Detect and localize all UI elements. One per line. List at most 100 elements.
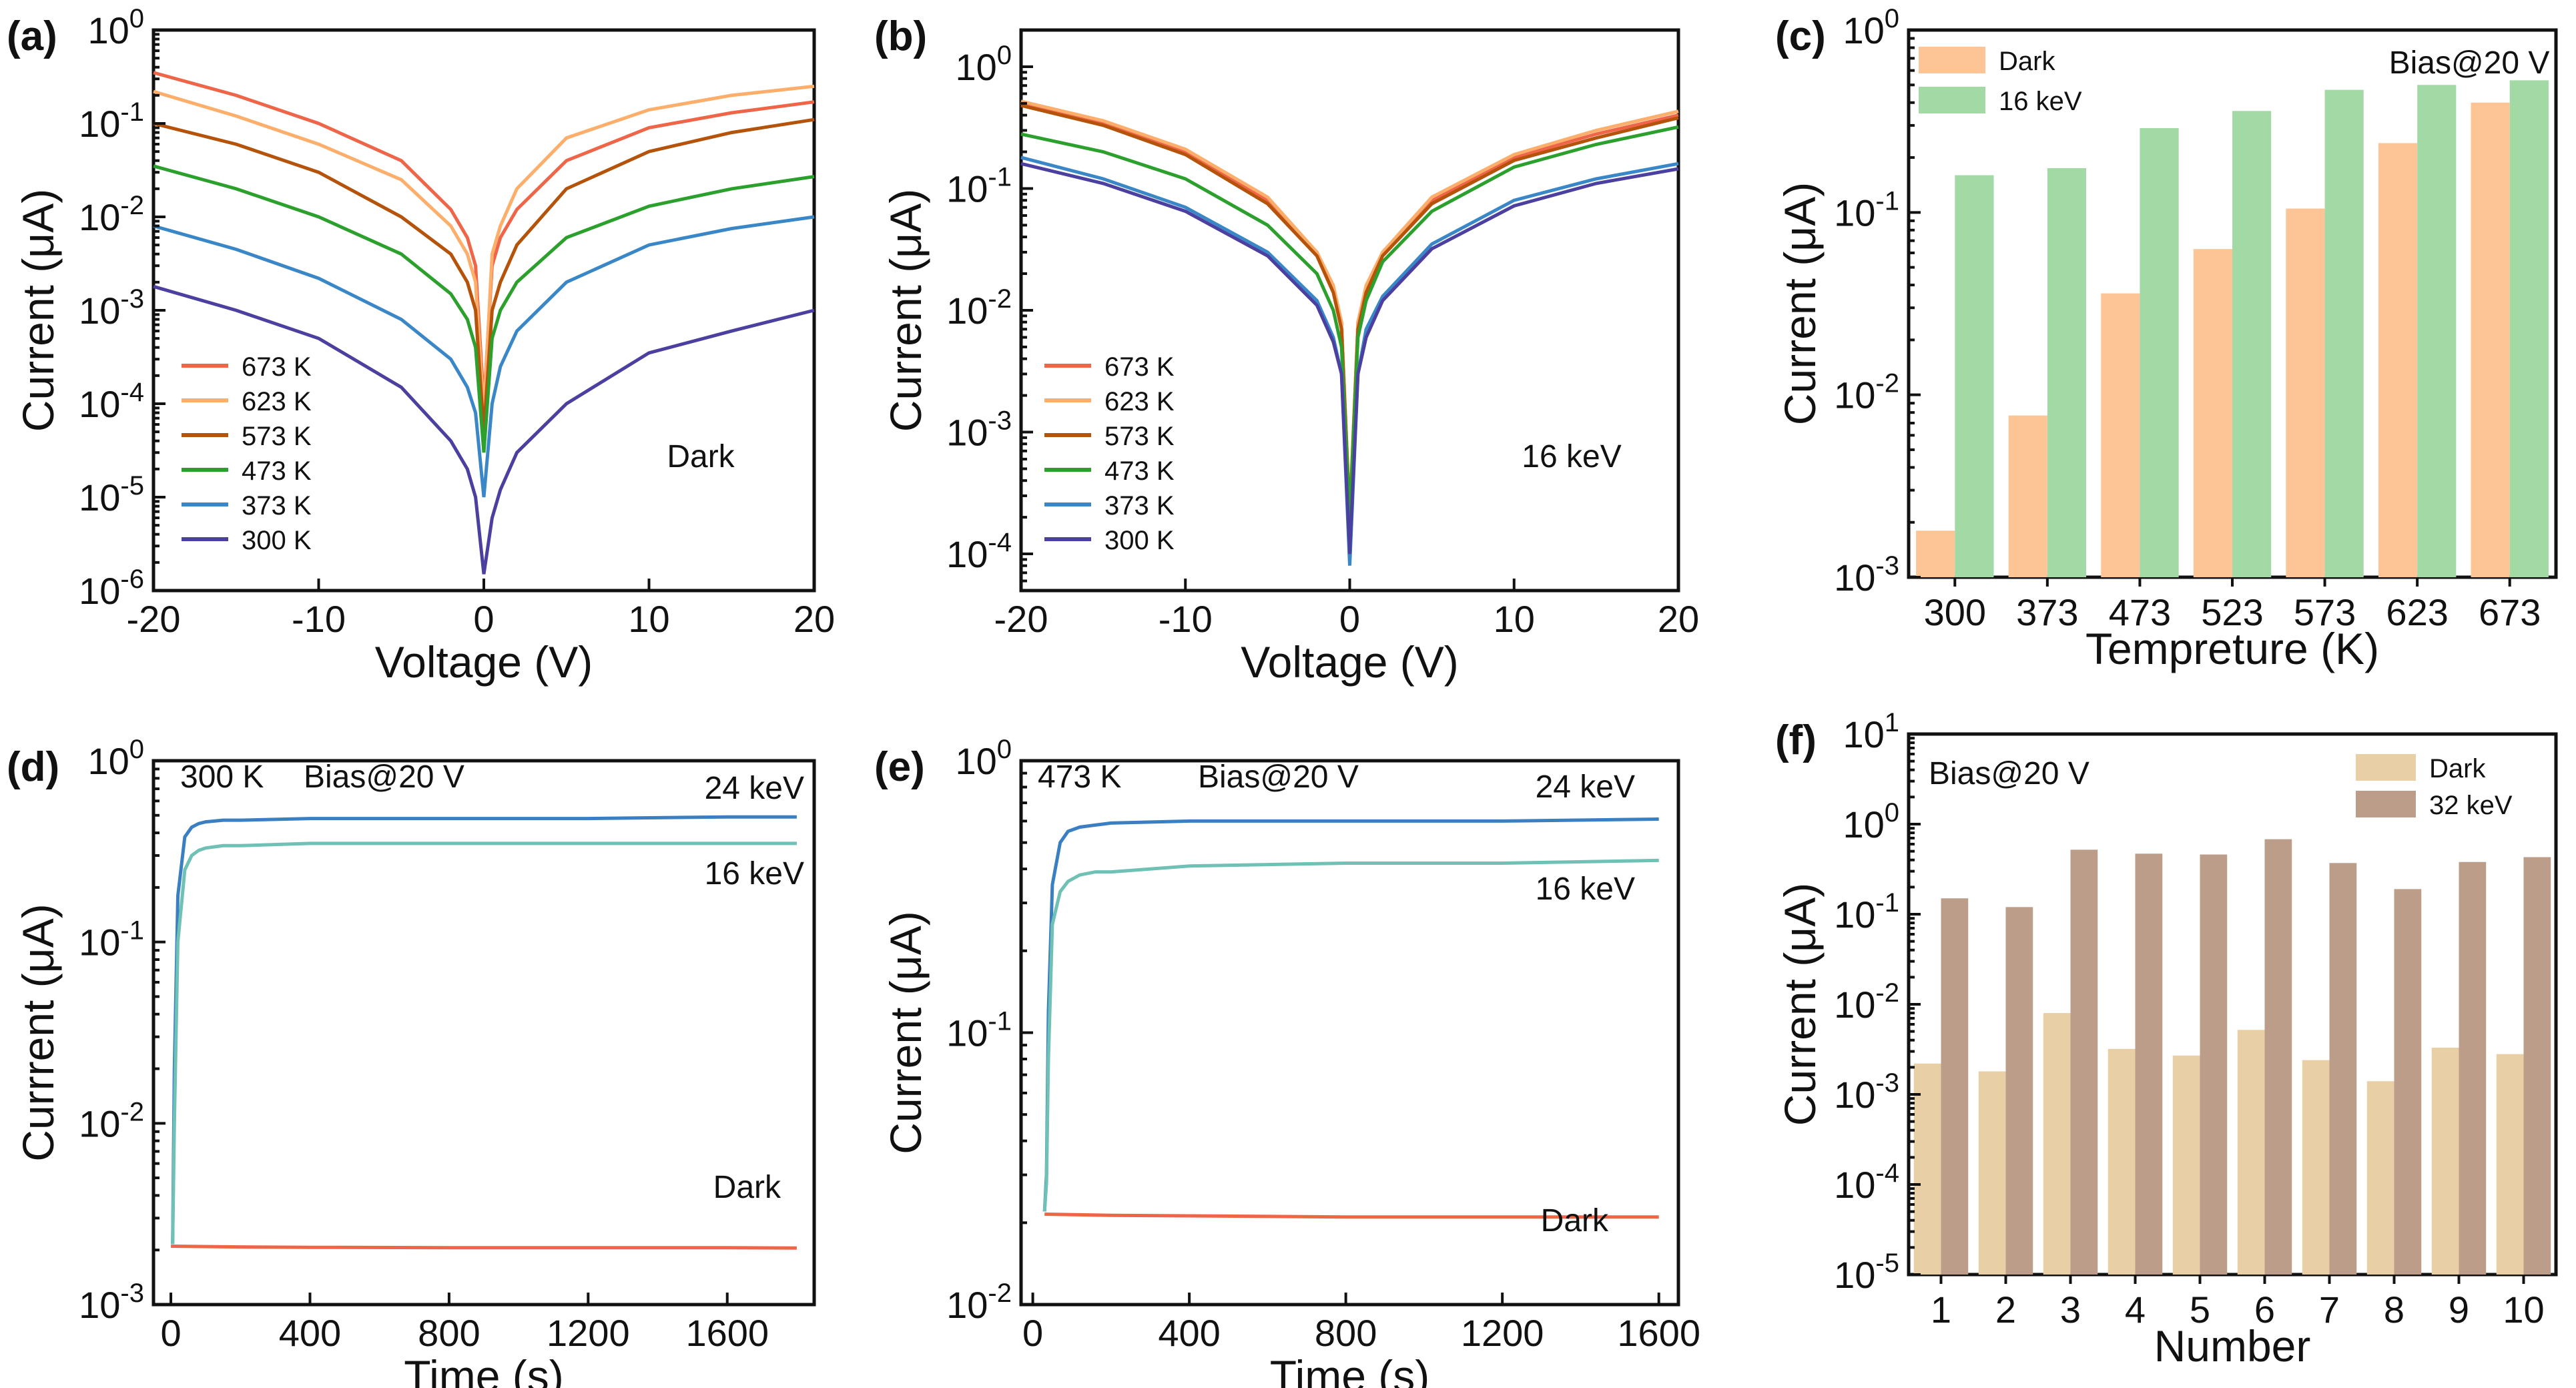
legend-label-b: 300 K: [1104, 526, 1175, 555]
series-line-d-24-keV: [171, 815, 797, 1245]
x-tick-label-c: 523: [2201, 591, 2263, 633]
legend-swatch-f: [2356, 791, 2416, 817]
legend-swatch-c: [1919, 87, 1985, 113]
series-line-b-300-K: [1020, 161, 1679, 555]
annotation-c: Bias@20 V: [2389, 45, 2550, 81]
y-tick-label-a: 10-1: [79, 97, 144, 145]
x-tick-label-a: 20: [793, 598, 835, 640]
annotation-e: 473 K: [1038, 759, 1121, 795]
legend-label-b: 673 K: [1104, 352, 1175, 382]
bar-f-Dark: [2108, 1048, 2136, 1275]
series-line-b-373-K: [1020, 155, 1679, 566]
annotation-f: Bias@20 V: [1929, 756, 2089, 791]
bar-f-Dark: [1978, 1071, 2006, 1275]
bar-f-32-keV: [1941, 898, 1969, 1275]
panel-label-d: (d): [7, 744, 59, 790]
annotation-e: 24 keV: [1536, 769, 1635, 805]
x-tick-label-d: 1200: [547, 1312, 630, 1354]
annotation-e: 16 keV: [1536, 872, 1635, 907]
series-line-a-373-K: [153, 215, 815, 498]
bar-c-Dark: [2286, 208, 2325, 577]
legend-label-b: 473 K: [1104, 456, 1175, 486]
y-tick-label-f: 10-2: [1834, 978, 1899, 1026]
y-tick-label-a: 10-6: [79, 565, 144, 612]
x-tick-label-a: -20: [127, 598, 181, 640]
y-axis-label-e: Current (μA): [881, 911, 930, 1154]
y-tick-label-a: 100: [87, 4, 144, 51]
y-tick-label-a: 10-2: [79, 191, 144, 238]
x-tick-label-d: 800: [418, 1312, 480, 1354]
bar-f-32-keV: [2523, 857, 2551, 1275]
x-tick-label-a: -10: [292, 598, 346, 640]
bar-f-32-keV: [2070, 849, 2098, 1275]
legend-label-a: 673 K: [242, 352, 312, 382]
x-tick-label-b: 0: [1339, 598, 1360, 640]
bar-c-16-keV: [2417, 85, 2457, 577]
y-tick-label-c: 10-2: [1834, 369, 1899, 416]
panel-c: 300 373 473 523 573 623 673 10-3 10-2 10-1 100 Temp…: [1775, 4, 2558, 673]
legend-label-a: 623 K: [242, 387, 312, 416]
legend-label-c: Dark: [1999, 47, 2055, 76]
y-tick-label-d: 10-3: [79, 1279, 144, 1326]
y-tick-label-a: 10-3: [79, 284, 144, 332]
bar-c-16-keV: [2509, 80, 2549, 577]
y-tick-label-b: 10-3: [946, 406, 1012, 454]
bar-f-32-keV: [2264, 839, 2292, 1275]
y-tick-label-b: 10-2: [946, 284, 1012, 332]
plot-frame-d: [151, 759, 816, 1307]
annotation-d: Dark: [713, 1170, 781, 1205]
x-tick-label-f: 8: [2384, 1289, 2404, 1331]
bar-c-16-keV: [2140, 127, 2179, 577]
bar-c-16-keV: [1955, 175, 1994, 577]
panel-a: 10-6 10-5 10-4 10-3 10-2 10-1 100 -20 -10 0 10 20 Vo…: [7, 4, 835, 687]
bar-c-Dark: [2471, 102, 2510, 577]
annotation-d: Bias@20 V: [304, 759, 464, 795]
bar-c-Dark: [1916, 531, 1955, 577]
legend-swatch-c: [1919, 47, 1985, 73]
series-line-d-16-keV: [171, 841, 797, 1245]
x-tick-label-a: 0: [473, 598, 494, 640]
bar-f-Dark: [1913, 1063, 1941, 1275]
bar-f-Dark: [2172, 1055, 2200, 1275]
legend-label-f: 32 keV: [2429, 791, 2513, 820]
x-tick-label-e: 800: [1315, 1312, 1377, 1354]
panel-d: 10-3 10-2 10-1 100 0 400 800 1200 1600 Time (s) Cu…: [7, 735, 816, 1388]
y-tick-label-a: 10-4: [79, 378, 144, 425]
x-tick-label-f: 4: [2125, 1289, 2146, 1331]
annotation-e: Dark: [1541, 1203, 1609, 1239]
bar-c-16-keV: [2047, 167, 2087, 577]
x-axis-label-a: Voltage (V): [375, 637, 593, 687]
bar-c-Dark: [2008, 415, 2047, 577]
y-tick-label-b: 100: [955, 41, 1012, 88]
y-tick-label-f: 10-5: [1834, 1249, 1899, 1296]
y-tick-label-a: 10-5: [79, 471, 144, 518]
x-tick-label-e: 1200: [1461, 1312, 1544, 1354]
bar-c-16-keV: [2232, 111, 2272, 577]
y-tick-label-e: 10-2: [946, 1279, 1012, 1326]
y-tick-label-f: 101: [1843, 708, 1899, 755]
legend-label-a: 573 K: [242, 422, 312, 451]
panel-label-c: (c): [1775, 13, 1826, 59]
x-tick-label-c: 373: [2016, 591, 2078, 633]
y-axis-label-c: Current (μA): [1775, 182, 1825, 425]
legend-label-c: 16 keV: [1999, 87, 2082, 116]
series-line-d-Dark: [171, 1245, 797, 1250]
x-tick-label-c: 623: [2386, 591, 2448, 633]
x-tick-label-c: 673: [2479, 591, 2541, 633]
x-tick-label-b: -10: [1159, 598, 1213, 640]
x-tick-label-c: 473: [2109, 591, 2171, 633]
x-tick-label-b: 20: [1658, 598, 1699, 640]
x-tick-label-b: -20: [994, 598, 1048, 640]
x-tick-label-f: 2: [1995, 1289, 2016, 1331]
bar-f-Dark: [2043, 1013, 2071, 1275]
series-line-a-300-K: [153, 284, 815, 575]
panel-label-b: (b): [874, 13, 927, 59]
x-tick-label-d: 1600: [685, 1312, 769, 1354]
x-tick-label-d: 400: [279, 1312, 341, 1354]
y-tick-label-d: 10-2: [79, 1097, 144, 1144]
bar-f-Dark: [2302, 1060, 2330, 1275]
bar-f-32-keV: [2135, 853, 2163, 1275]
x-tick-label-f: 10: [2503, 1289, 2544, 1331]
x-tick-label-f: 1: [1931, 1289, 1951, 1331]
bar-f-32-keV: [2394, 889, 2422, 1275]
